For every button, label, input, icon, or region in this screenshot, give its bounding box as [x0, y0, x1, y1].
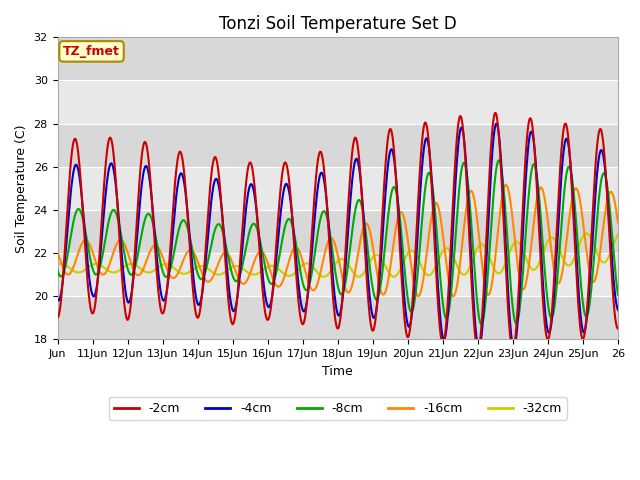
-16cm: [54, 249, 61, 255]
-8cm: [312, 243, 320, 249]
-32cm: [583, 230, 591, 236]
-4cm: [614, 307, 622, 313]
-16cm: [415, 293, 422, 299]
-4cm: [431, 221, 438, 227]
-4cm: [54, 296, 61, 302]
Line: -2cm: -2cm: [58, 113, 618, 350]
-2cm: [402, 326, 410, 332]
-16cm: [312, 285, 320, 291]
-8cm: [495, 157, 503, 163]
-2cm: [492, 110, 499, 116]
-4cm: [493, 121, 500, 127]
-16cm: [68, 268, 76, 274]
-8cm: [402, 277, 410, 283]
-32cm: [353, 273, 360, 279]
Line: -16cm: -16cm: [58, 185, 618, 296]
Line: -8cm: -8cm: [58, 160, 618, 324]
-4cm: [312, 203, 320, 208]
-2cm: [614, 325, 622, 331]
-8cm: [277, 243, 285, 249]
X-axis label: Time: Time: [323, 365, 353, 378]
-2cm: [312, 176, 320, 182]
-32cm: [320, 274, 328, 280]
-2cm: [474, 347, 482, 353]
-32cm: [68, 267, 76, 273]
-4cm: [475, 345, 483, 351]
Bar: [58, 210, 618, 253]
-4cm: [402, 308, 410, 314]
-32cm: [402, 253, 410, 259]
Y-axis label: Soil Temperature (C): Soil Temperature (C): [15, 124, 28, 252]
-8cm: [614, 292, 622, 298]
Bar: [58, 296, 618, 339]
-16cm: [502, 182, 510, 188]
-16cm: [614, 219, 622, 225]
-16cm: [402, 223, 410, 228]
-4cm: [277, 205, 285, 211]
-8cm: [68, 228, 76, 233]
Bar: [58, 37, 618, 81]
Legend: -2cm, -4cm, -8cm, -16cm, -32cm: -2cm, -4cm, -8cm, -16cm, -32cm: [109, 397, 567, 420]
-8cm: [352, 204, 360, 210]
-8cm: [54, 267, 61, 273]
-32cm: [614, 231, 622, 237]
-32cm: [312, 268, 320, 274]
-32cm: [277, 268, 285, 274]
-4cm: [352, 156, 360, 162]
-2cm: [352, 135, 360, 141]
Title: Tonzi Soil Temperature Set D: Tonzi Soil Temperature Set D: [219, 15, 456, 33]
-16cm: [277, 281, 285, 287]
-2cm: [277, 180, 285, 185]
-16cm: [352, 264, 360, 269]
Text: TZ_fmet: TZ_fmet: [63, 45, 120, 58]
-16cm: [431, 201, 438, 207]
Line: -32cm: -32cm: [58, 233, 618, 277]
Line: -4cm: -4cm: [58, 124, 618, 348]
Bar: [58, 124, 618, 167]
-8cm: [431, 202, 438, 207]
-4cm: [68, 180, 76, 186]
-2cm: [68, 150, 76, 156]
-8cm: [477, 321, 485, 327]
-32cm: [431, 265, 438, 271]
-2cm: [54, 315, 61, 321]
-32cm: [54, 262, 61, 267]
-2cm: [431, 236, 438, 241]
